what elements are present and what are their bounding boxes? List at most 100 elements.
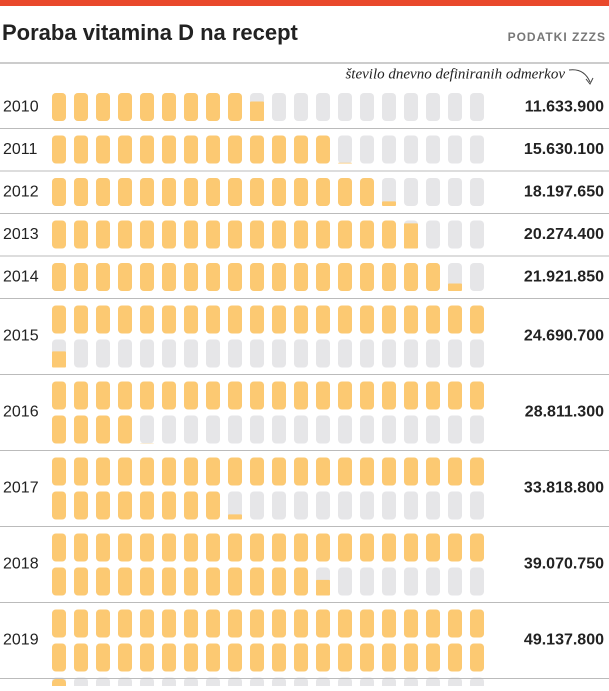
capsule-fill <box>338 163 352 164</box>
capsule-fill <box>140 263 154 291</box>
capsule-fill <box>140 458 154 486</box>
capsule-fill <box>162 644 176 672</box>
capsule-fill <box>272 382 286 410</box>
capsule-fill <box>184 221 198 249</box>
capsule-fill <box>250 534 264 562</box>
capsule-fill <box>74 534 88 562</box>
capsule-fill <box>360 178 374 206</box>
capsule-fill <box>96 136 110 164</box>
capsule-fill <box>140 93 154 121</box>
capsule-empty <box>272 340 286 368</box>
capsule-fill <box>206 492 220 520</box>
capsule-fill <box>338 221 352 249</box>
capsule-fill <box>272 221 286 249</box>
capsule-fill <box>272 610 286 638</box>
capsule-empty <box>448 568 462 596</box>
capsule-fill <box>74 382 88 410</box>
capsule-fill <box>360 221 374 249</box>
capsule-fill <box>404 223 418 248</box>
capsule-fill <box>206 610 220 638</box>
capsule-fill <box>250 306 264 334</box>
capsule-fill <box>140 306 154 334</box>
value-label: 20.274.400 <box>524 226 604 243</box>
capsule-fill <box>52 610 66 638</box>
capsule-fill <box>140 610 154 638</box>
capsule-fill <box>118 178 132 206</box>
capsule-fill <box>74 263 88 291</box>
capsule-fill <box>206 458 220 486</box>
annotation: število dnevno definiranih odmerkov <box>345 66 565 82</box>
capsule-fill <box>250 458 264 486</box>
capsule-fill <box>52 534 66 562</box>
capsule-fill <box>360 382 374 410</box>
capsule-fill <box>250 221 264 249</box>
capsule-fill <box>382 644 396 672</box>
value-label: 24.690.700 <box>524 328 604 345</box>
capsule-empty <box>382 340 396 368</box>
capsule-fill <box>470 644 484 672</box>
capsule-fill <box>382 201 396 206</box>
capsule-fill <box>96 93 110 121</box>
capsule-fill <box>184 263 198 291</box>
capsule-fill <box>118 416 132 444</box>
capsule-empty <box>404 568 418 596</box>
capsule-fill <box>206 263 220 291</box>
year-label: 2019 <box>3 632 39 649</box>
capsule-fill <box>52 679 66 686</box>
capsule-empty <box>294 340 308 368</box>
capsule-fill <box>162 263 176 291</box>
capsule-fill <box>316 534 330 562</box>
capsule-empty <box>382 492 396 520</box>
capsule-fill <box>206 221 220 249</box>
capsule-empty <box>294 93 308 121</box>
capsule-empty <box>470 263 484 291</box>
capsule-fill <box>52 221 66 249</box>
capsule-fill <box>52 93 66 121</box>
capsule-fill <box>228 644 242 672</box>
capsule-empty <box>470 568 484 596</box>
capsule-fill <box>470 458 484 486</box>
capsule-fill <box>74 93 88 121</box>
capsule-empty <box>404 340 418 368</box>
capsule-empty <box>228 340 242 368</box>
capsule-empty <box>360 492 374 520</box>
capsule-fill <box>426 534 440 562</box>
capsule-fill <box>162 221 176 249</box>
capsule-fill <box>382 221 396 249</box>
capsule-empty <box>470 340 484 368</box>
capsule-empty <box>360 136 374 164</box>
capsule-empty <box>250 340 264 368</box>
capsule-empty <box>294 492 308 520</box>
capsule-fill <box>140 568 154 596</box>
capsule-fill <box>316 382 330 410</box>
capsule-empty <box>470 492 484 520</box>
capsule-empty <box>382 568 396 596</box>
capsule-empty <box>470 178 484 206</box>
capsule-fill <box>96 416 110 444</box>
capsule-empty <box>448 136 462 164</box>
capsule-empty <box>338 492 352 520</box>
capsule-fill <box>228 221 242 249</box>
capsule-fill <box>360 644 374 672</box>
capsule-fill <box>140 492 154 520</box>
capsule-fill <box>338 382 352 410</box>
capsule-fill <box>162 382 176 410</box>
capsule-fill <box>206 644 220 672</box>
capsule-empty <box>228 416 242 444</box>
capsule-empty <box>426 492 440 520</box>
capsule-fill <box>316 136 330 164</box>
capsule-fill <box>118 568 132 596</box>
capsule-empty <box>426 340 440 368</box>
value-label: 28.811.300 <box>525 404 604 421</box>
capsule-empty <box>272 93 286 121</box>
capsule-empty <box>250 416 264 444</box>
capsule-fill <box>382 610 396 638</box>
capsule-empty <box>426 178 440 206</box>
capsule-empty <box>448 492 462 520</box>
capsule-fill <box>272 644 286 672</box>
capsule-empty <box>404 492 418 520</box>
capsule-empty <box>360 340 374 368</box>
capsule-fill <box>74 221 88 249</box>
capsule-fill <box>426 610 440 638</box>
